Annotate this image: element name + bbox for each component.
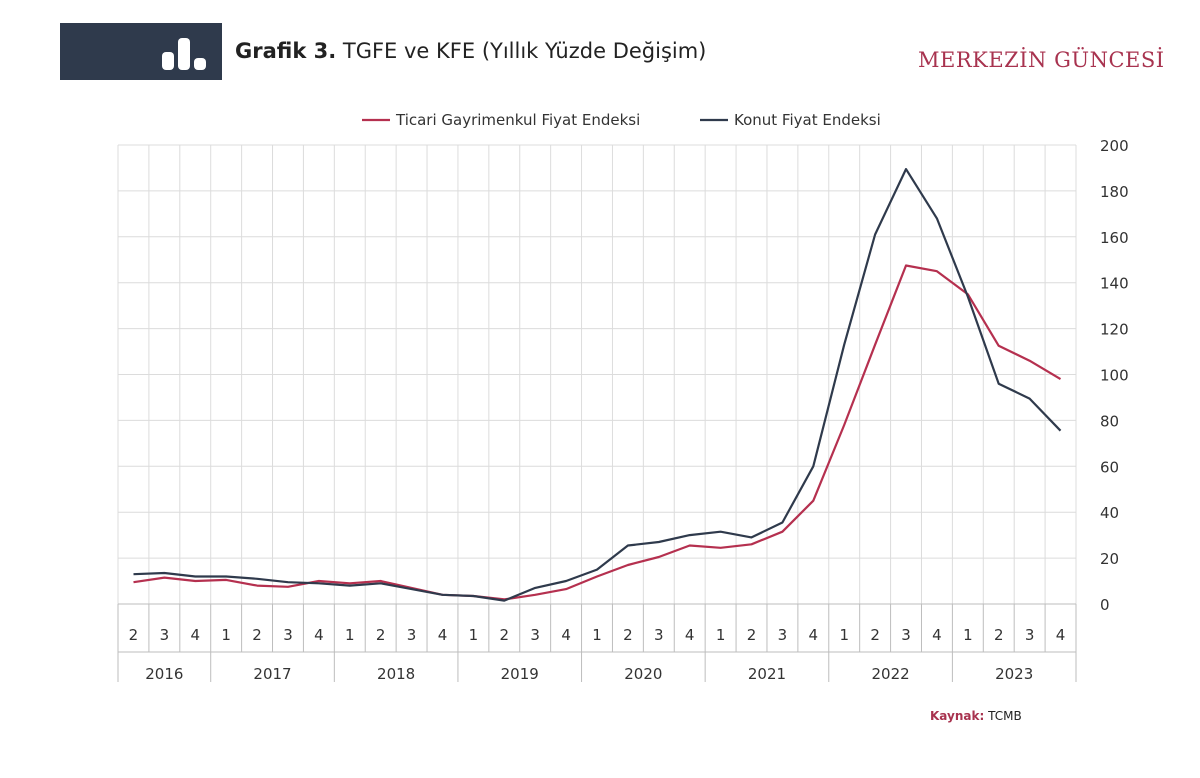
y-tick-label: 0 — [1100, 596, 1110, 614]
x-tick-label: 4 — [685, 626, 695, 644]
y-tick-label: 120 — [1100, 321, 1129, 339]
y-tick-label: 100 — [1100, 367, 1129, 385]
chart-title-text: TGFE ve KFE (Yıllık Yüzde Değişim) — [336, 39, 707, 63]
x-tick-label: 3 — [901, 626, 911, 644]
x-tick-label: 2 — [747, 626, 757, 644]
x-tick-label: 1 — [839, 626, 849, 644]
x-tick-label: 3 — [1025, 626, 1035, 644]
x-tick-label: 4 — [190, 626, 200, 644]
x-tick-label: 2 — [870, 626, 880, 644]
x-tick-label: 2 — [994, 626, 1004, 644]
x-tick-label: 4 — [1056, 626, 1066, 644]
x-tick-label: 4 — [438, 626, 448, 644]
series-line-kfe — [133, 168, 1062, 602]
year-label: 2019 — [501, 665, 539, 683]
x-tick-label: 2 — [376, 626, 386, 644]
y-tick-label: 80 — [1100, 412, 1119, 430]
chart-title: Grafik 3. TGFE ve KFE (Yıllık Yüzde Deği… — [235, 39, 706, 63]
y-tick-label: 200 — [1100, 137, 1129, 155]
x-tick-label: 4 — [809, 626, 819, 644]
source-value: TCMB — [988, 709, 1022, 723]
x-tick-label: 1 — [592, 626, 602, 644]
x-tick-label: 2 — [623, 626, 633, 644]
year-label: 2016 — [145, 665, 183, 683]
source-label: Kaynak: — [930, 709, 985, 723]
y-tick-label: 160 — [1100, 229, 1129, 247]
x-tick-label: 1 — [221, 626, 231, 644]
x-tick-label: 1 — [716, 626, 726, 644]
x-tick-label: 3 — [654, 626, 664, 644]
x-tick-label: 1 — [345, 626, 355, 644]
legend-label: Ticari Gayrimenkul Fiyat Endeksi — [395, 111, 640, 129]
x-tick-label: 1 — [469, 626, 479, 644]
chart-title-bold: Grafik 3. — [235, 39, 337, 63]
x-tick-label: 3 — [778, 626, 788, 644]
x-tick-label: 3 — [407, 626, 417, 644]
y-tick-label: 20 — [1100, 550, 1119, 568]
x-tick-label: 2 — [500, 626, 510, 644]
x-tick-label: 1 — [963, 626, 973, 644]
bar-chart-icon — [162, 38, 206, 70]
x-tick-label: 3 — [160, 626, 170, 644]
x-tick-label: 3 — [530, 626, 540, 644]
year-label: 2021 — [748, 665, 786, 683]
series-line-tgfe — [133, 264, 1062, 601]
year-label: 2018 — [377, 665, 415, 683]
year-label: 2022 — [871, 665, 909, 683]
header-band — [60, 23, 222, 80]
legend-label: Konut Fiyat Endeksi — [734, 111, 881, 129]
x-tick-label: 2 — [129, 626, 139, 644]
x-tick-label: 2 — [252, 626, 262, 644]
x-tick-label: 4 — [561, 626, 571, 644]
y-tick-label: 140 — [1100, 275, 1129, 293]
year-label: 2020 — [624, 665, 662, 683]
brand-logo: MERKEZİN GÜNCESİ — [918, 48, 1165, 72]
x-tick-label: 4 — [932, 626, 942, 644]
year-label: 2017 — [253, 665, 291, 683]
y-tick-label: 180 — [1100, 183, 1129, 201]
y-tick-label: 60 — [1100, 458, 1119, 476]
y-tick-label: 40 — [1100, 504, 1119, 522]
year-label: 2023 — [995, 665, 1033, 683]
x-tick-label: 3 — [283, 626, 293, 644]
x-tick-label: 4 — [314, 626, 324, 644]
source-note: Kaynak: TCMB — [930, 709, 1022, 723]
